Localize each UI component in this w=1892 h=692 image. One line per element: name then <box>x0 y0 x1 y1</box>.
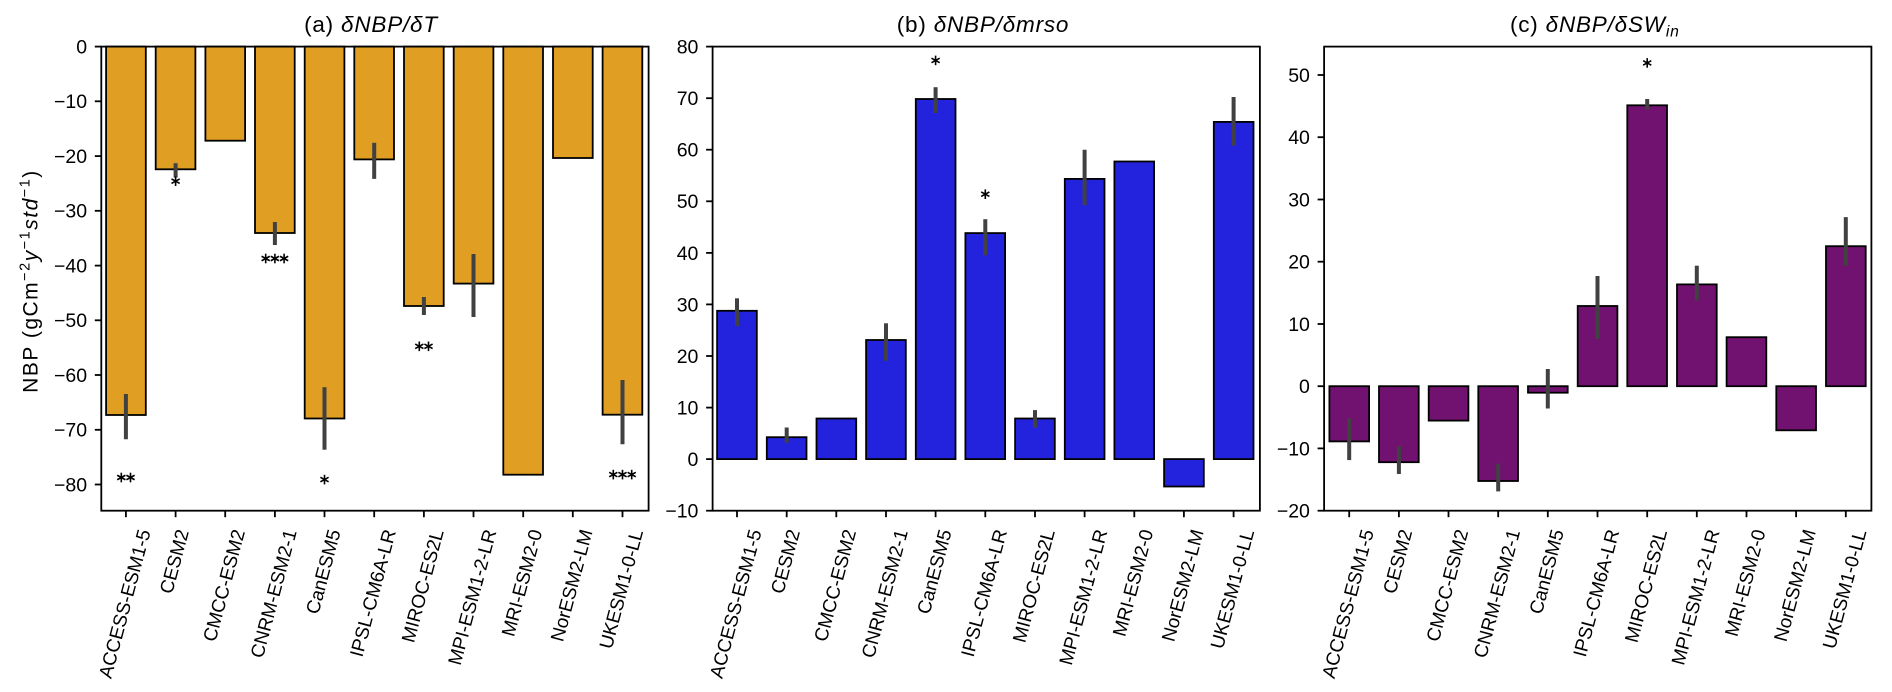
svg-text:30: 30 <box>1288 189 1310 211</box>
svg-text:−20: −20 <box>54 146 87 168</box>
svg-text:−20: −20 <box>1277 501 1310 523</box>
svg-text:40: 40 <box>677 243 699 265</box>
svg-text:−10: −10 <box>665 501 698 523</box>
svg-text:−60: −60 <box>54 365 87 387</box>
svg-text:−40: −40 <box>54 256 87 278</box>
svg-text:−70: −70 <box>54 420 87 442</box>
svg-text:−10: −10 <box>1277 438 1310 460</box>
svg-text:0: 0 <box>1299 376 1310 398</box>
svg-text:20: 20 <box>1288 252 1310 274</box>
svg-text:NBP (gCm−2y−1std−1): NBP (gCm−2y−1std−1) <box>18 169 43 393</box>
svg-text:−50: −50 <box>54 310 87 332</box>
svg-text:50: 50 <box>677 191 699 213</box>
svg-text:(b) δNBP/δmrso: (b) δNBP/δmrso <box>897 12 1069 37</box>
svg-text:−30: −30 <box>54 201 87 223</box>
svg-text:70: 70 <box>677 88 699 110</box>
svg-text:−80: −80 <box>54 474 87 496</box>
svg-text:80: 80 <box>677 37 699 59</box>
svg-text:20: 20 <box>677 346 699 368</box>
svg-text:10: 10 <box>1288 314 1310 336</box>
svg-text:10: 10 <box>677 398 699 420</box>
svg-text:40: 40 <box>1288 127 1310 149</box>
svg-text:(a) δNBP/δT: (a) δNBP/δT <box>304 12 439 37</box>
svg-text:0: 0 <box>688 449 699 471</box>
svg-text:(c) δNBP/δSWin: (c) δNBP/δSWin <box>1510 12 1680 41</box>
svg-text:60: 60 <box>677 140 699 162</box>
svg-text:−10: −10 <box>54 91 87 113</box>
svg-text:30: 30 <box>677 294 699 316</box>
svg-text:0: 0 <box>76 37 87 59</box>
svg-text:50: 50 <box>1288 65 1310 87</box>
